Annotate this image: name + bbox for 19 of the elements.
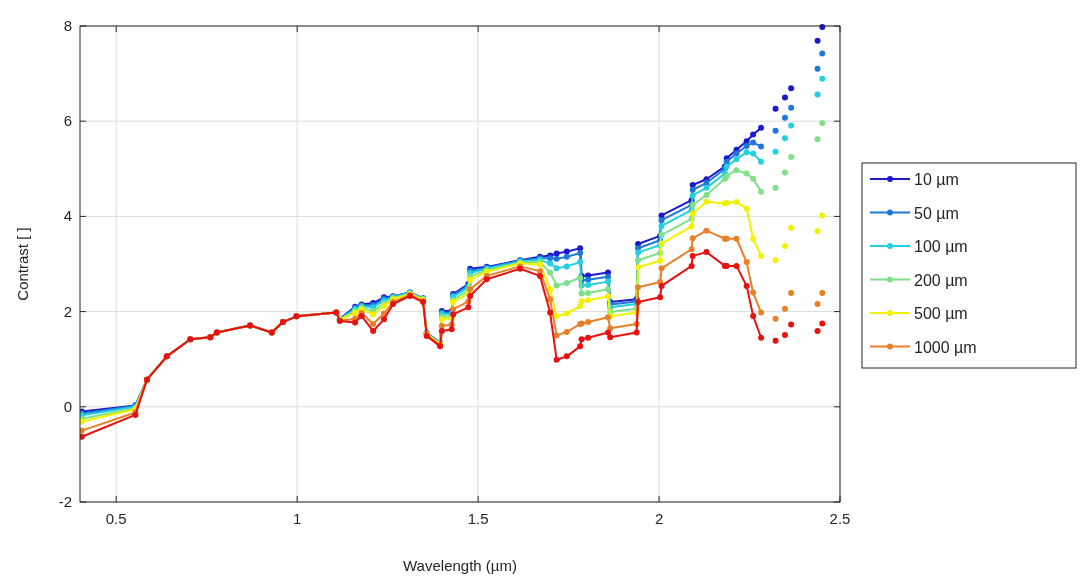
y-tick-label: -2 [58,493,72,510]
y-tick-label: 2 [63,302,72,320]
x-axis-title: Wavelength (µm) [403,557,517,574]
legend-label: 10 µm [914,171,959,188]
y-tick-label: 0 [63,397,72,415]
x-tick-label: 1 [292,510,302,527]
x-tick-label: 2 [654,510,664,527]
legend-label: 1000 µm [914,338,977,356]
x-tick-label: 2.5 [829,510,851,527]
x-tick-label: 1.5 [467,510,489,527]
y-tick-label: 4 [63,207,72,225]
y-tick-label: 6 [63,112,72,130]
legend-label: 200 µm [914,271,968,289]
legend-label: 50 µm [914,204,959,222]
legend-label: 500 µm [914,305,968,322]
y-tick-label: 8 [63,17,72,34]
y-axis-title: Contrast [ ] [14,227,31,301]
x-tick-label: 0.5 [105,510,127,527]
legend-label: 100 µm [914,238,968,255]
